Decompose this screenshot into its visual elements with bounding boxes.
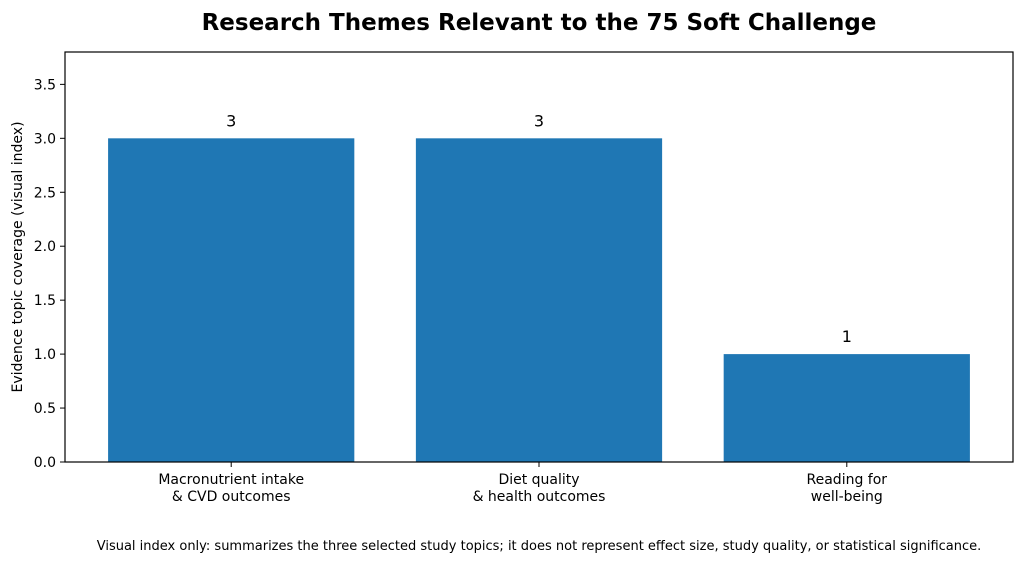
x-tick-label-1: Diet quality & health outcomes xyxy=(473,472,606,505)
bar-1 xyxy=(415,138,663,462)
y-tick-label-1: 0.5 xyxy=(34,401,56,417)
y-tick-label-0: 0.0 xyxy=(34,455,56,471)
y-tick-label-4: 2.0 xyxy=(34,239,56,255)
y-tick-label-7: 3.5 xyxy=(34,77,56,93)
x-tick-label-0: Macronutrient intake & CVD outcomes xyxy=(158,472,304,505)
bar-value-label-0: 3 xyxy=(226,111,236,130)
chart-title: Research Themes Relevant to the 75 Soft … xyxy=(202,10,877,36)
y-tick-label-3: 1.5 xyxy=(34,293,56,309)
bar-0 xyxy=(108,138,355,462)
x-tick-label-2: Reading for well-being xyxy=(807,472,888,505)
y-tick-label-2: 1.0 xyxy=(34,347,56,363)
x-axis-ticks: Macronutrient intake & CVD outcomes Diet q… xyxy=(158,462,887,505)
bar-value-label-2: 1 xyxy=(842,327,852,346)
bar-2 xyxy=(723,354,970,462)
bar-value-label-1: 3 xyxy=(534,111,544,130)
chart-footnote: Visual index only: summarizes the three … xyxy=(96,539,982,554)
y-tick-label-5: 2.5 xyxy=(34,185,56,201)
y-axis-label: Evidence topic coverage (visual index) xyxy=(10,121,26,392)
y-axis-ticks: 0.0 0.5 1.0 1.5 2.0 2.5 3.0 3.5 xyxy=(34,77,65,471)
bars-group xyxy=(108,138,970,462)
data-labels: 3 3 1 xyxy=(226,111,852,346)
plot-frame xyxy=(64,51,1014,463)
y-tick-label-6: 3.0 xyxy=(34,131,56,147)
